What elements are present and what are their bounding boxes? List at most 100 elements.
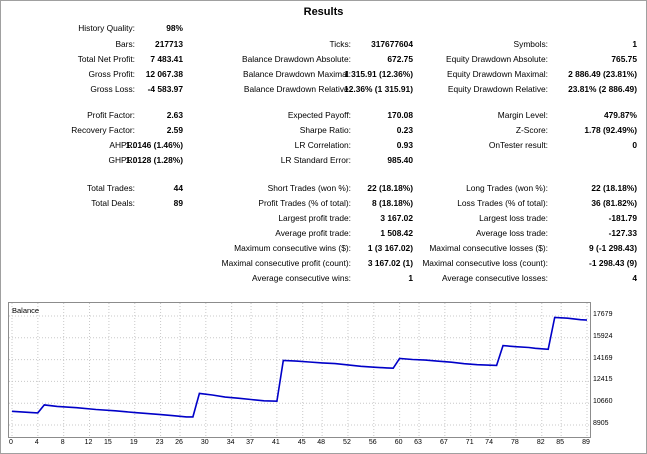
stat-value: 44 bbox=[173, 183, 183, 193]
x-tick-label: 67 bbox=[439, 439, 448, 446]
x-tick-label: 60 bbox=[394, 439, 403, 446]
stat-value: 8 (18.18%) bbox=[372, 198, 413, 208]
stat-value: 12.36% (1 315.91) bbox=[344, 84, 413, 94]
stat-value: 1.0128 (1.28%) bbox=[125, 155, 183, 165]
stat-label: Margin Level: bbox=[497, 110, 548, 120]
stat-label: Average consecutive wins: bbox=[251, 273, 351, 283]
stat-value: 23.81% (2 886.49) bbox=[568, 84, 637, 94]
x-tick-label: 45 bbox=[297, 439, 306, 446]
x-tick-label: 63 bbox=[414, 439, 422, 446]
x-tick-label: 37 bbox=[246, 439, 254, 446]
results-title: Results bbox=[303, 6, 344, 18]
x-tick-label: 41 bbox=[271, 439, 280, 446]
y-tick-label: 10660 bbox=[593, 398, 613, 406]
stat-value: 4 bbox=[632, 273, 637, 283]
stat-label: LR Correlation: bbox=[294, 140, 351, 150]
stat-value: 672.75 bbox=[387, 54, 413, 64]
stat-label: Equity Drawdown Maximal: bbox=[447, 69, 548, 79]
stat-label: Total Trades: bbox=[87, 183, 135, 193]
chart-title: Balance bbox=[12, 306, 40, 315]
stat-label: Maximal consecutive loss (count): bbox=[422, 258, 548, 268]
stat-label: Maximal consecutive profit (count): bbox=[221, 258, 351, 268]
y-tick-label: 12415 bbox=[593, 376, 613, 384]
stat-label: AHPR: bbox=[109, 140, 135, 150]
stat-label: Largest profit trade: bbox=[278, 213, 351, 223]
stat-value: 36 (81.82%) bbox=[591, 198, 637, 208]
x-tick-label: 4 bbox=[34, 439, 39, 446]
x-tick-label: 78 bbox=[511, 439, 519, 446]
stat-value: 170.08 bbox=[387, 110, 413, 120]
x-tick-label: 74 bbox=[485, 439, 493, 446]
stat-value: 0.23 bbox=[396, 125, 413, 135]
x-tick-label: 48 bbox=[317, 439, 325, 446]
stat-value: 1.0146 (1.46%) bbox=[125, 140, 183, 150]
stat-label: Expected Payoff: bbox=[287, 110, 351, 120]
x-tick-label: 12 bbox=[84, 439, 93, 446]
y-tick-label: 14169 bbox=[593, 354, 613, 362]
x-tick-label: 15 bbox=[104, 439, 112, 446]
x-tick-label: 23 bbox=[155, 439, 164, 446]
stat-value: 22 (18.18%) bbox=[591, 183, 637, 193]
stat-value: 317677604 bbox=[371, 39, 413, 49]
stat-label: Average loss trade: bbox=[475, 228, 548, 238]
stat-label: Balance Drawdown Maximal: bbox=[243, 69, 351, 79]
stat-label: History Quality: bbox=[78, 23, 135, 33]
stat-label: Equity Drawdown Relative: bbox=[447, 84, 548, 94]
stat-value: 1 (3 167.02) bbox=[367, 243, 413, 253]
stat-value: 1.78 (92.49%) bbox=[584, 125, 637, 135]
stat-value: 98% bbox=[166, 23, 183, 33]
stat-label: Average profit trade: bbox=[275, 228, 351, 238]
stat-value: 1 508.42 bbox=[380, 228, 413, 238]
stat-label: Total Deals: bbox=[91, 198, 135, 208]
x-tick-label: 19 bbox=[129, 439, 138, 446]
stat-label: Sharpe Ratio: bbox=[299, 125, 351, 135]
stat-label: Gross Loss: bbox=[90, 84, 135, 94]
stat-value: 0 bbox=[632, 140, 637, 150]
stat-value: 12 067.38 bbox=[145, 69, 183, 79]
stat-value: 479.87% bbox=[603, 110, 637, 120]
balance-chart-plot bbox=[9, 303, 590, 437]
stat-label: Balance Drawdown Absolute: bbox=[242, 54, 351, 64]
stat-value: 1 bbox=[408, 273, 413, 283]
stat-label: GHPR: bbox=[108, 155, 135, 165]
stat-value: 1 315.91 (12.36%) bbox=[344, 69, 413, 79]
stat-label: Recovery Factor: bbox=[71, 125, 135, 135]
stat-value: 2 886.49 (23.81%) bbox=[568, 69, 637, 79]
stat-value: -181.79 bbox=[608, 213, 637, 223]
stat-value: 217713 bbox=[155, 39, 183, 49]
stat-value: 3 167.02 bbox=[380, 213, 413, 223]
x-tick-label: 82 bbox=[536, 439, 545, 446]
stat-label: Profit Factor: bbox=[87, 110, 135, 120]
stat-label: LR Standard Error: bbox=[280, 155, 351, 165]
x-tick-label: 30 bbox=[200, 439, 209, 446]
x-tick-label: 0 bbox=[9, 439, 13, 446]
x-tick-label: 71 bbox=[465, 439, 474, 446]
stat-value: 89 bbox=[173, 198, 183, 208]
x-tick-label: 85 bbox=[556, 439, 565, 446]
stat-label: Short Trades (won %): bbox=[267, 183, 351, 193]
balance-line bbox=[11, 316, 588, 418]
stat-label: Maximum consecutive wins ($): bbox=[234, 243, 351, 253]
x-tick-label: 8 bbox=[60, 439, 65, 446]
stat-value: 9 (-1 298.43) bbox=[589, 243, 637, 253]
stat-value: -1 298.43 (9) bbox=[589, 258, 637, 268]
x-tick-label: 52 bbox=[343, 439, 351, 446]
stat-value: 1 bbox=[632, 39, 637, 49]
stat-value: -127.33 bbox=[608, 228, 637, 238]
y-tick-label: 15924 bbox=[593, 332, 613, 340]
stat-label: Maximal consecutive losses ($): bbox=[429, 243, 548, 253]
stat-value: -4 583.97 bbox=[147, 84, 183, 94]
stat-label: Balance Drawdown Relative: bbox=[243, 84, 351, 94]
x-tick-label: 89 bbox=[582, 439, 590, 446]
stat-label: Bars: bbox=[115, 39, 135, 49]
stat-value: 0.93 bbox=[396, 140, 413, 150]
y-tick-label: 17679 bbox=[593, 311, 613, 318]
x-tick-label: 34 bbox=[226, 439, 235, 446]
stat-value: 3 167.02 (1) bbox=[367, 258, 413, 268]
stat-value: 22 (18.18%) bbox=[367, 183, 413, 193]
stat-label: Largest loss trade: bbox=[479, 213, 548, 223]
stat-label: Z-Score: bbox=[515, 125, 548, 135]
stat-value: 7 483.41 bbox=[150, 54, 183, 64]
stat-value: 985.40 bbox=[387, 155, 413, 165]
stat-label: Loss Trades (% of total): bbox=[457, 198, 548, 208]
